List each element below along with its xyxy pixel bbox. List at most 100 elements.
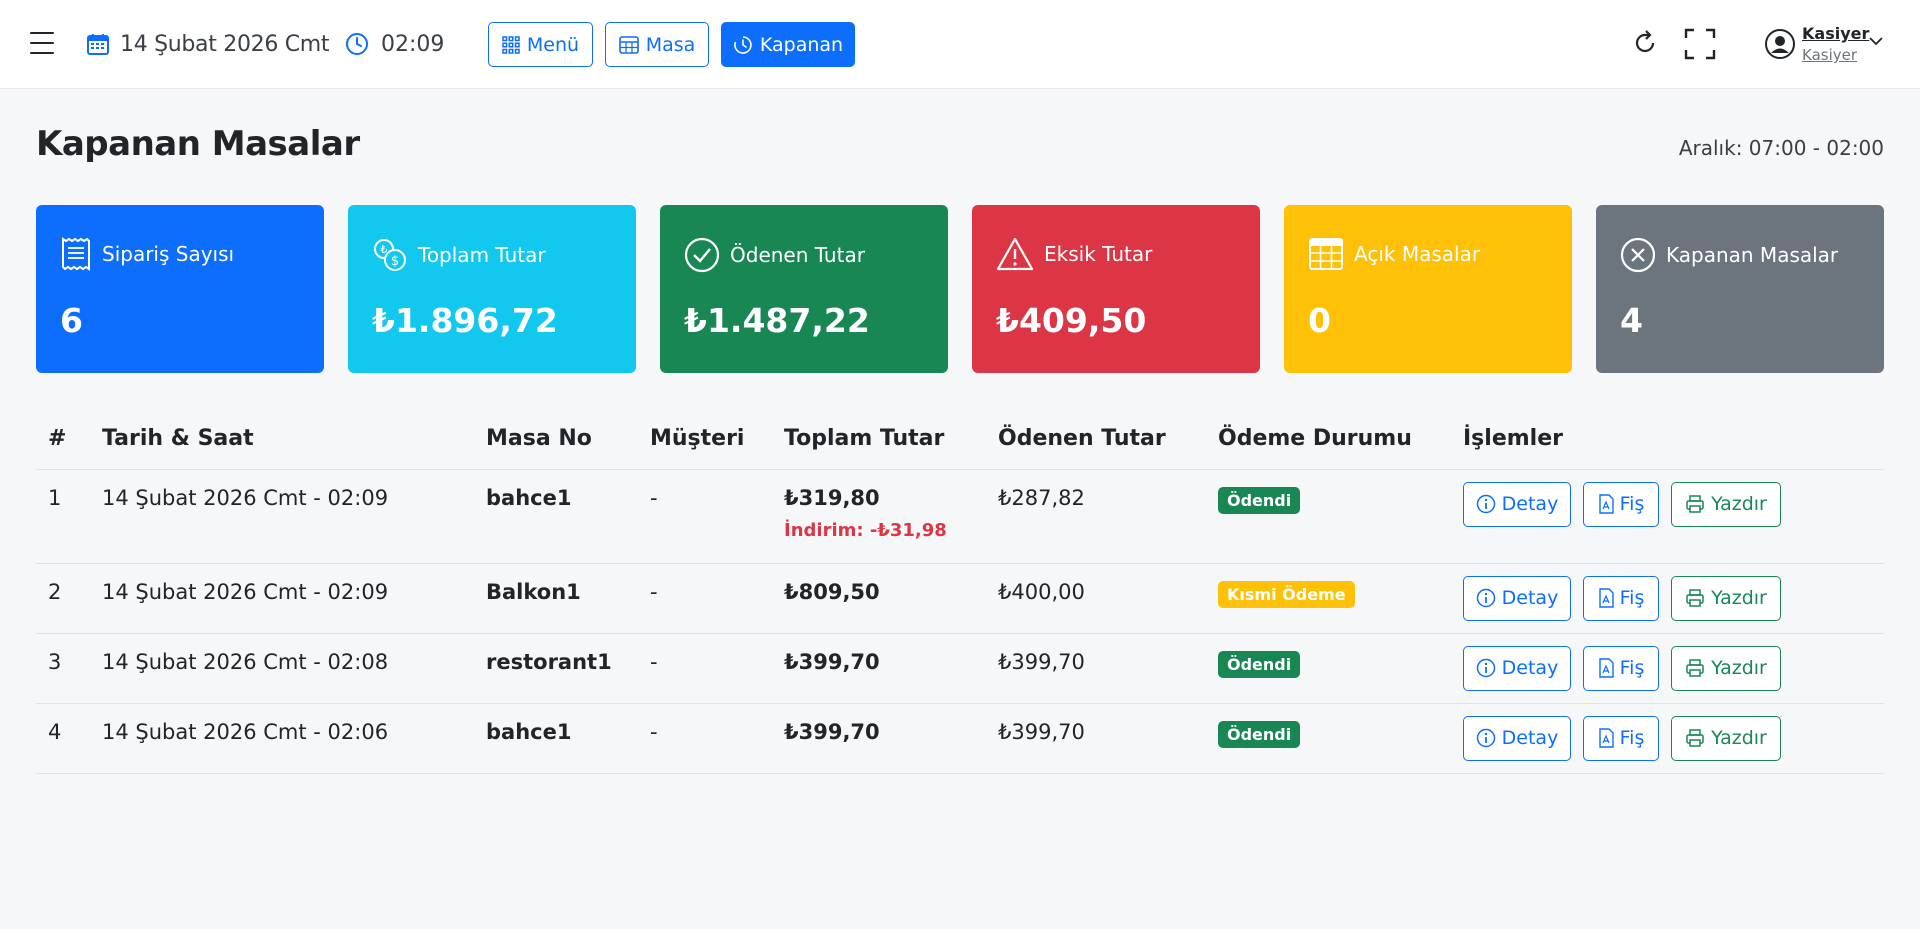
cell-masa: Balkon1	[474, 563, 638, 634]
closed-tables-table: # Tarih & Saat Masa No Müşteri Toplam Tu…	[36, 409, 1884, 774]
cell-total: ₺809,50	[772, 563, 986, 634]
detay-button[interactable]: Detay	[1463, 715, 1571, 761]
masa-button[interactable]: Masa	[605, 22, 709, 67]
card-value: ₺1.487,22	[684, 301, 870, 340]
fis-label: Fiş	[1619, 657, 1645, 679]
yazdir-label: Yazdır	[1711, 727, 1767, 749]
cell-datetime: 14 Şubat 2026 Cmt - 02:09	[90, 469, 474, 564]
svg-text:$: $	[391, 254, 399, 269]
time-range: Aralık: 07:00 - 02:00	[1678, 136, 1884, 160]
kapanan-button[interactable]: Kapanan	[721, 22, 855, 67]
cell-number: 3	[36, 633, 90, 704]
detay-button[interactable]: Detay	[1463, 575, 1571, 621]
cell-musteri: -	[638, 703, 772, 774]
cell-actions: Detay Fiş Yazdır	[1451, 563, 1884, 634]
header-datetime: Tarih & Saat	[90, 409, 474, 470]
stat-cards: Sipariş Sayısı 6 ₺ $ Toplam Tutar ₺1.896…	[36, 205, 1884, 373]
detay-label: Detay	[1501, 657, 1559, 679]
printer-icon	[1686, 729, 1704, 747]
kapanan-button-label: Kapanan	[759, 33, 844, 56]
fis-button[interactable]: Fiş	[1583, 715, 1659, 761]
cell-masa: bahce1	[474, 469, 638, 564]
fis-button[interactable]: Fiş	[1583, 481, 1659, 527]
table-row: 2 14 Şubat 2026 Cmt - 02:09 Balkon1 - ₺8…	[36, 563, 1884, 634]
info-icon	[1476, 588, 1495, 608]
header-odeme-durumu: Ödeme Durumu	[1206, 409, 1451, 470]
yazdir-button[interactable]: Yazdır	[1671, 645, 1781, 691]
yazdir-label: Yazdır	[1711, 587, 1767, 609]
table-row: 1 14 Şubat 2026 Cmt - 02:09 bahce1 - ₺31…	[36, 469, 1884, 564]
masa-button-label: Masa	[645, 33, 696, 56]
card-toplam-tutar: ₺ $ Toplam Tutar ₺1.896,72	[348, 205, 636, 373]
cell-datetime: 14 Şubat 2026 Cmt - 02:08	[90, 633, 474, 704]
printer-icon	[1686, 589, 1704, 607]
fis-label: Fiş	[1619, 727, 1645, 749]
header-islemler: İşlemler	[1451, 409, 1884, 470]
status-badge: Kısmi Ödeme	[1218, 580, 1355, 608]
card-siparis-sayisi: Sipariş Sayısı 6	[36, 205, 324, 373]
card-value: ₺409,50	[996, 301, 1147, 340]
cell-musteri: -	[638, 563, 772, 634]
cell-paid: ₺287,82	[986, 469, 1206, 564]
card-label: Eksik Tutar	[1044, 242, 1153, 266]
printer-icon	[1686, 495, 1704, 513]
yazdir-button[interactable]: Yazdır	[1671, 481, 1781, 527]
detay-button[interactable]: Detay	[1463, 645, 1571, 691]
card-label: Kapanan Masalar	[1666, 243, 1839, 267]
user-avatar-icon	[1765, 29, 1795, 59]
discount-amount: İndirim: -₺31,98	[784, 519, 947, 541]
card-odenen-tutar: Ödenen Tutar ₺1.487,22	[660, 205, 948, 373]
detay-button[interactable]: Detay	[1463, 481, 1571, 527]
total-amount: ₺319,80	[784, 485, 880, 510]
card-acik-masalar: Açık Masalar 0	[1284, 205, 1572, 373]
x-circle-icon	[1620, 237, 1656, 273]
grid-icon	[502, 35, 520, 54]
chevron-down-icon	[1869, 37, 1883, 46]
cell-actions: Detay Fiş Yazdır	[1451, 469, 1884, 564]
card-value: 4	[1620, 301, 1643, 340]
table-row: 3 14 Şubat 2026 Cmt - 02:08 restorant1 -…	[36, 633, 1884, 704]
fis-button[interactable]: Fiş	[1583, 575, 1659, 621]
yazdir-button[interactable]: Yazdır	[1671, 715, 1781, 761]
cell-masa: bahce1	[474, 703, 638, 774]
menu-button[interactable]: Menü	[488, 22, 593, 67]
header-number: #	[36, 409, 90, 470]
cell-musteri: -	[638, 633, 772, 704]
card-eksik-tutar: Eksik Tutar ₺409,50	[972, 205, 1260, 373]
cell-paid: ₺399,70	[986, 703, 1206, 774]
yazdir-label: Yazdır	[1711, 657, 1767, 679]
card-value: ₺1.896,72	[372, 301, 558, 340]
user-name: Kasiyer	[1802, 24, 1870, 43]
cell-musteri: -	[638, 469, 772, 564]
pdf-file-icon	[1598, 494, 1614, 514]
info-icon	[1476, 658, 1495, 678]
card-label: Ödenen Tutar	[730, 243, 865, 267]
card-label: Sipariş Sayısı	[102, 242, 235, 266]
fullscreen-icon[interactable]	[1684, 28, 1716, 60]
fis-button[interactable]: Fiş	[1583, 645, 1659, 691]
current-date: 14 Şubat 2026 Cmt	[86, 30, 330, 58]
card-kapanan-masalar: Kapanan Masalar 4	[1596, 205, 1884, 373]
header-masa-no: Masa No	[474, 409, 638, 470]
card-value: 0	[1308, 301, 1331, 340]
receipt-icon	[62, 237, 90, 271]
yazdir-button[interactable]: Yazdır	[1671, 575, 1781, 621]
fis-label: Fiş	[1619, 587, 1645, 609]
cell-paid: ₺399,70	[986, 633, 1206, 704]
printer-icon	[1686, 659, 1704, 677]
fis-label: Fiş	[1619, 493, 1645, 515]
time-text: 02:09	[381, 31, 445, 57]
info-icon	[1476, 494, 1495, 514]
detay-label: Detay	[1501, 587, 1559, 609]
refresh-icon[interactable]	[1630, 28, 1660, 58]
warning-icon	[996, 237, 1034, 271]
detay-label: Detay	[1501, 727, 1559, 749]
user-menu[interactable]: Kasiyer Kasiyer	[1764, 22, 1892, 68]
cell-status: Ödendi	[1206, 703, 1451, 774]
table-icon	[618, 35, 639, 54]
pdf-file-icon	[1598, 658, 1614, 678]
detay-label: Detay	[1501, 493, 1559, 515]
cell-number: 4	[36, 703, 90, 774]
hamburger-menu-icon[interactable]	[30, 32, 54, 54]
date-text: 14 Şubat 2026 Cmt	[120, 31, 330, 57]
